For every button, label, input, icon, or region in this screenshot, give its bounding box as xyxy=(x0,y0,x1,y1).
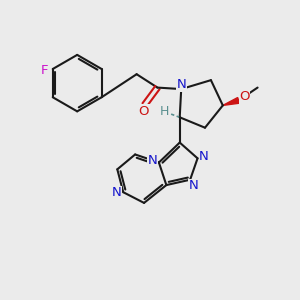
Text: N: N xyxy=(199,150,209,163)
Text: N: N xyxy=(189,179,199,192)
Text: N: N xyxy=(112,186,122,199)
Text: F: F xyxy=(41,64,48,77)
Polygon shape xyxy=(223,98,239,105)
Text: O: O xyxy=(139,105,149,118)
Text: O: O xyxy=(239,90,250,103)
Text: N: N xyxy=(148,154,157,167)
Text: N: N xyxy=(176,78,186,91)
Text: H: H xyxy=(160,106,170,118)
